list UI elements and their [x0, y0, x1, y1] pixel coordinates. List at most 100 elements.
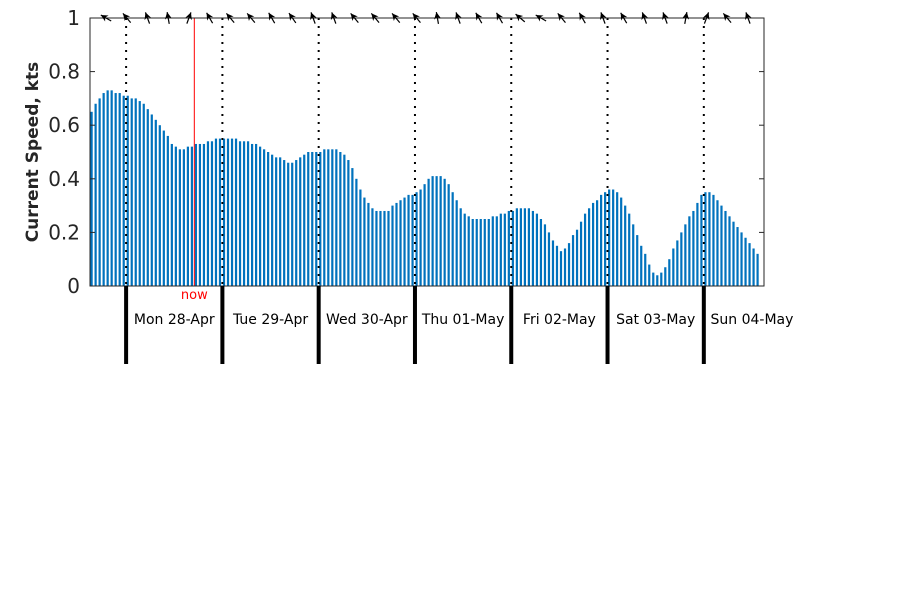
- bar: [110, 90, 113, 286]
- y-tick-label: 1: [67, 6, 80, 30]
- bar: [620, 197, 623, 286]
- y-tick-label: 0.8: [48, 60, 80, 84]
- bar: [648, 264, 651, 286]
- bar: [150, 114, 153, 286]
- bar: [612, 189, 615, 286]
- bar: [475, 219, 478, 286]
- bar: [571, 235, 575, 286]
- bar: [415, 192, 418, 286]
- direction-arrow-icon: [100, 14, 112, 22]
- direction-arrow-icon: [268, 12, 276, 24]
- bar: [259, 146, 262, 286]
- bar: [559, 251, 563, 286]
- direction-arrow-icon: [310, 12, 317, 24]
- bar: [206, 141, 210, 286]
- y-tick-label: 0.4: [48, 167, 80, 191]
- bar: [375, 210, 378, 286]
- direction-arrow-icon: [495, 12, 504, 24]
- direction-arrow-icon: [515, 13, 526, 23]
- bar: [463, 213, 466, 286]
- bar: [736, 227, 739, 286]
- bar: [720, 205, 723, 286]
- bar: [632, 224, 635, 286]
- direction-arrow-icon: [535, 14, 547, 22]
- bar: [307, 152, 310, 286]
- bar: [531, 210, 535, 286]
- bar: [523, 208, 526, 286]
- bar: [186, 146, 189, 286]
- bar: [712, 194, 715, 286]
- bar: [363, 197, 366, 286]
- direction-arrow-icon: [206, 12, 214, 24]
- bar: [371, 208, 374, 286]
- direction-arrow-icon: [246, 13, 256, 23]
- bar: [254, 143, 258, 286]
- bar: [198, 143, 202, 286]
- bar: [319, 152, 322, 286]
- bar: [431, 176, 434, 286]
- bar: [299, 157, 302, 286]
- bar: [680, 232, 683, 286]
- bar: [752, 248, 755, 286]
- bar: [267, 152, 270, 286]
- bar: [303, 154, 306, 286]
- bar: [503, 213, 506, 286]
- bar: [214, 138, 218, 286]
- direction-arrow-icon: [288, 12, 297, 24]
- direction-arrow-icon: [702, 12, 710, 24]
- bar: [579, 221, 583, 286]
- bar: [194, 143, 198, 286]
- y-tick-label: 0.2: [48, 220, 80, 244]
- direction-arrow-icon: [350, 13, 359, 23]
- direction-arrow-icon: [475, 12, 483, 24]
- bar: [672, 248, 675, 286]
- day-label: Fri 02-May: [523, 312, 596, 328]
- bar: [423, 184, 426, 286]
- direction-arrow-icon: [370, 13, 380, 23]
- bar: [339, 152, 342, 286]
- bar: [507, 210, 510, 286]
- bar: [543, 224, 547, 286]
- bar: [383, 210, 386, 286]
- day-label: Thu 01-May: [421, 312, 505, 328]
- direction-arrow-icon: [722, 13, 732, 23]
- bar: [154, 119, 157, 286]
- bar: [756, 253, 759, 286]
- bar: [591, 202, 595, 286]
- direction-arrow-icon: [662, 12, 669, 24]
- bar: [166, 135, 169, 286]
- bar: [459, 208, 462, 286]
- y-axis-title: Current Speed, kts: [23, 62, 43, 243]
- direction-arrow-icon: [144, 12, 152, 24]
- bar: [222, 138, 226, 286]
- bar: [435, 176, 438, 286]
- bar: [624, 205, 627, 286]
- bar: [535, 213, 539, 286]
- bar: [94, 103, 97, 286]
- day-label: Sat 03-May: [616, 312, 695, 328]
- bar: [668, 259, 671, 286]
- bar: [644, 253, 647, 286]
- bar: [315, 152, 318, 286]
- bar: [271, 154, 274, 286]
- bar: [114, 93, 117, 286]
- bar: [555, 245, 559, 286]
- bar: [696, 202, 699, 286]
- bar: [716, 200, 719, 286]
- bar: [287, 162, 290, 286]
- bar: [656, 275, 659, 286]
- bar: [335, 149, 338, 286]
- bar: [98, 98, 101, 287]
- direction-arrow-icon: [600, 12, 607, 24]
- bar: [483, 219, 486, 286]
- bar: [419, 189, 422, 286]
- bar: [275, 157, 278, 286]
- now-marker: now: [181, 18, 208, 303]
- y-tick-label: 0: [67, 274, 80, 298]
- bar: [451, 192, 454, 286]
- bar: [295, 160, 298, 286]
- bar: [724, 210, 727, 286]
- bar: [190, 146, 194, 286]
- bar: [587, 208, 591, 286]
- bar: [527, 208, 531, 286]
